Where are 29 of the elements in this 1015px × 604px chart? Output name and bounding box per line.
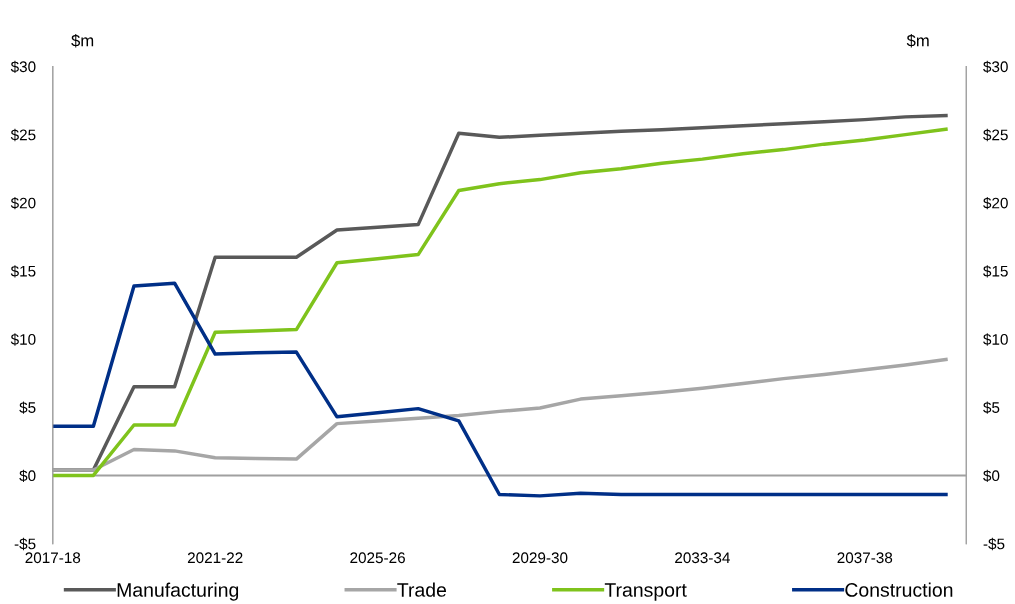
- y2-tick-label: $10: [983, 333, 1008, 346]
- line-series: [52, 281, 948, 498]
- y2-axis-title: $m: [906, 33, 929, 48]
- x-tick-label: 2017-18: [25, 552, 81, 564]
- y-tick-label: -$5: [14, 537, 36, 551]
- x-tick-label: 2021-22: [187, 552, 243, 564]
- legend-label: Manufacturing: [117, 582, 239, 601]
- y2-tick-label: -$5: [983, 537, 1005, 551]
- x-tick-label: 2025-26: [350, 552, 405, 564]
- y2-tick-label: $0: [983, 469, 1000, 483]
- y-tick-label: $20: [10, 197, 36, 210]
- y2-tick-label: $5: [983, 401, 1000, 414]
- y-tick-label: $5: [19, 401, 36, 414]
- y-tick-label: $15: [10, 265, 36, 278]
- legend-label: Construction: [845, 582, 953, 597]
- y2-tick-label: $15: [983, 265, 1008, 278]
- legend-label: Transport: [604, 583, 687, 601]
- y2-tick-label: $30: [983, 60, 1008, 74]
- y-axis-title: $m: [71, 33, 94, 48]
- y-tick-label: $10: [10, 333, 36, 346]
- y2-tick-label: $25: [983, 128, 1008, 142]
- y-tick-label: $0: [19, 469, 36, 483]
- y-tick-label: $25: [10, 128, 36, 142]
- y-tick-label: $30: [10, 60, 36, 74]
- x-tick-label: 2037-38: [837, 552, 893, 564]
- legend-label: Trade: [397, 582, 447, 597]
- x-tick-label: 2033-34: [675, 552, 730, 564]
- y2-tick-label: $20: [983, 197, 1008, 210]
- x-tick-label: 2029-30: [512, 552, 568, 564]
